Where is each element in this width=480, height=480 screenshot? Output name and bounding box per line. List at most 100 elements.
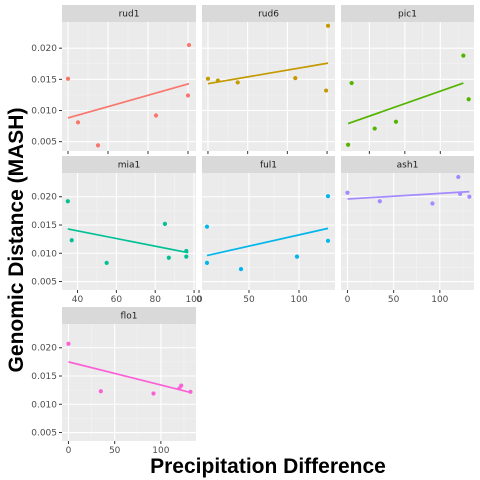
panel-background [202,22,335,151]
y-tick-label: 0.020 [31,344,57,354]
panel-background [62,324,196,441]
regression-line [68,361,191,394]
data-point [294,254,300,259]
data-point [349,80,354,86]
data-point [185,93,191,98]
data-point [186,42,192,48]
facet-strip-label: rud1 [119,10,140,20]
facet-strip [62,5,196,22]
data-point [393,119,399,124]
x-tick-label: 100 [152,446,169,456]
x-tick-label: 60 [111,295,123,305]
data-point [188,389,193,394]
panel-background [341,173,474,290]
facet-panel-ful1: ful1 0 50 100 [196,156,335,305]
y-tick-label: 0.020 [31,193,57,203]
x-tick-label: 50 [388,295,400,305]
data-point [179,383,184,388]
facet-panel-rud6: rud604080120 [202,5,336,166]
regression-line [67,228,189,254]
data-point [377,199,382,204]
x-tick-label: 50 [243,295,255,305]
y-tick-label: 0.015 [31,372,57,382]
x-axis-title: Precipitation Difference [150,455,386,478]
data-point [345,142,351,147]
y-tick-label: 0.015 [31,221,57,231]
data-point [325,238,331,243]
data-point [458,191,463,197]
data-point [65,76,71,81]
data-point [66,341,71,346]
facet-strip [62,307,196,324]
facet-strip-label: pic1 [398,10,417,20]
facet-strip-label: ful1 [260,161,277,171]
facet-strip [341,156,474,173]
data-point [430,201,435,206]
data-point [323,88,329,93]
data-point [215,78,220,83]
x-tick-label: 0 [66,446,72,456]
data-point [162,221,168,226]
data-point [205,76,211,81]
data-point [293,75,298,81]
facet-strip-label: flo1 [121,312,138,322]
data-point [104,260,109,265]
panel-background [62,22,196,151]
facet-panel-flo1: flo1 0.005 0.010 0.015 0.020 0 50 100 [31,307,196,456]
data-point [372,126,377,131]
x-tick-label: 50 [109,446,121,456]
data-point [325,194,331,199]
regression-line [67,82,190,119]
facet-panel-mia1: mia1 0.005 0.010 0.015 0.020 40 60 80 100 [31,156,203,305]
y-tick-label: 0.005 [31,138,57,148]
data-point [95,143,101,148]
regression-line [347,82,464,125]
x-tick-label: 100 [290,295,307,305]
facet-panels: rud10.0050.0100.0150.02004080120rud60408… [31,5,474,456]
data-point [325,23,331,28]
facet-strip [341,5,474,22]
y-tick-label: 0.015 [31,75,57,85]
data-point [98,389,103,394]
data-point [75,120,81,125]
x-tick-label: 100 [185,295,202,305]
x-tick-label: 80 [149,295,161,305]
data-point [166,255,171,260]
data-point [467,194,472,199]
data-point [151,391,156,396]
y-tick-label: 0.010 [31,249,57,259]
data-point [238,266,244,272]
facet-strip [202,156,335,173]
data-point [204,224,210,229]
data-point [65,199,70,204]
y-tick-label: 0.010 [31,106,57,116]
data-point [461,53,466,58]
y-tick-label: 0.005 [31,278,57,288]
regression-line [206,227,329,257]
facet-strip-label: rud6 [258,10,279,20]
facet-strip-label: ash1 [397,161,419,171]
y-axis-title: Genomic Distance (MASH) [5,108,28,373]
x-tick-label: 0 [345,295,351,305]
x-tick-label: 40 [72,295,84,305]
facet-strip [202,5,335,22]
data-point [456,174,461,180]
y-tick-label: 0.010 [31,400,57,410]
data-point [153,113,159,118]
data-point [466,97,471,102]
regression-line [207,62,329,85]
facet-panel-pic1: pic1406080 [341,5,474,166]
data-point [184,254,189,259]
data-point [345,190,350,195]
y-tick-label: 0.005 [31,429,57,439]
facet-strip [62,156,196,173]
data-point [184,248,189,254]
data-point [235,80,240,85]
x-tick-label: 0 [196,295,202,305]
regression-line [347,190,470,200]
data-point [69,238,74,243]
facet-panel-ash1: ash1 0 50 100 [341,156,474,305]
facet-strip-label: mia1 [118,161,141,171]
